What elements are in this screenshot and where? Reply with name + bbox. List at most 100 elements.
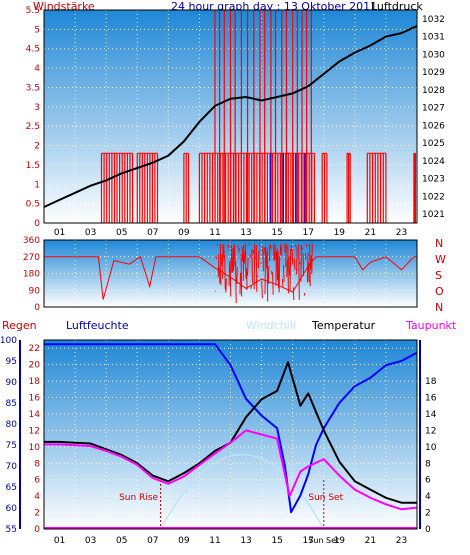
pressure-tick-label: 1032 (422, 15, 445, 25)
pressure-tick-label: 1026 (422, 121, 445, 131)
wind-tick-label: 2 (34, 142, 40, 152)
pressure-tick-label: 1022 (422, 192, 445, 202)
wind-tick-label: 0.5 (26, 200, 40, 210)
hour-tick-label: 01 (54, 228, 65, 238)
temperature-tick-label: 10 (29, 443, 41, 453)
direction-tick-label: 0 (34, 303, 40, 313)
wind-bar-group (100, 153, 134, 223)
panel-3-background (44, 340, 417, 529)
temperature-tick-label: 0 (34, 525, 40, 535)
pressure-tick-label: 1029 (422, 68, 445, 78)
hour-tick-label: 07 (147, 228, 158, 238)
temperature-tick-label: 2 (34, 509, 40, 519)
pressure-tick-label: 1031 (422, 33, 445, 43)
wind-tick-label: 0 (34, 219, 40, 229)
direction-scatter (214, 243, 313, 304)
humidity-tick-label: 55 (6, 525, 17, 535)
hour-tick-label: 15 (271, 536, 282, 546)
pressure-tick-label: 1027 (422, 104, 445, 114)
right-tick-label: 12 (425, 426, 436, 436)
hour-tick-label: 09 (178, 536, 190, 546)
humidity-tick-label: 100 (0, 336, 17, 346)
humidity-tick-label: 70 (6, 462, 18, 472)
hour-tick-label: 17 (302, 536, 313, 546)
hour-tick-label: 13 (240, 536, 251, 546)
temperature-tick-label: 22 (29, 344, 40, 354)
temperature-tick-label: 20 (29, 361, 41, 371)
compass-label: W (435, 253, 446, 266)
hour-tick-label: 11 (209, 228, 220, 238)
compass-label: S (435, 269, 442, 282)
temperature-tick-label: 6 (34, 476, 40, 486)
hour-tick-label: 23 (396, 536, 407, 546)
hour-tick-label: 15 (271, 228, 282, 238)
right-tick-label: 4 (425, 492, 431, 502)
humidity-tick-label: 90 (6, 378, 18, 388)
wind-tick-label: 4 (34, 64, 40, 74)
right-tick-label: 0 (425, 525, 431, 535)
right-tick-label: 10 (425, 443, 437, 453)
dewpoint-line (44, 429, 418, 511)
temperature-tick-label: 12 (29, 426, 40, 436)
wind-tick-label: 5.5 (26, 6, 40, 16)
regen-label: Regen (2, 319, 37, 332)
wind-tick-label: 3.5 (26, 83, 40, 93)
wind-tick-label: 4.5 (26, 45, 40, 55)
temperatur-label: Temperatur (312, 319, 376, 332)
temperature-tick-label: 18 (29, 377, 41, 387)
wind-tick-label: 2.5 (26, 122, 40, 132)
hour-tick-label: 03 (85, 228, 96, 238)
compass-label: N (435, 301, 443, 314)
compass-label: O (435, 285, 444, 298)
humidity-tick-label: 75 (6, 441, 17, 451)
wind-tick-label: 5 (34, 25, 40, 35)
temperature-tick-label: 14 (29, 410, 41, 420)
luftfeuchte-label: Luftfeuchte (66, 319, 129, 332)
direction-tick-label: 270 (23, 253, 40, 263)
pressure-tick-label: 1024 (422, 157, 445, 167)
humidity-tick-label: 95 (6, 357, 17, 367)
sun-arc (159, 454, 325, 530)
pressure-tick-label: 1028 (422, 86, 445, 96)
direction-tick-label: 90 (29, 286, 41, 296)
humidity-tick-label: 85 (6, 399, 17, 409)
right-tick-label: 6 (425, 476, 431, 486)
hour-tick-label: 21 (365, 228, 376, 238)
temperature-line (44, 361, 417, 504)
compass-label: N (435, 237, 443, 250)
humidity-tick-label: 65 (6, 483, 17, 493)
humidity-tick-label: 80 (6, 420, 18, 430)
hour-tick-label: 23 (396, 228, 407, 238)
wind-bar-group (321, 153, 328, 223)
temperature-tick-label: 4 (34, 492, 40, 502)
hour-tick-label: 11 (209, 536, 220, 546)
wind-tick-label: 1.5 (26, 161, 40, 171)
hour-tick-label: 03 (85, 536, 96, 546)
hour-tick-label: 01 (54, 536, 65, 546)
right-tick-label: 14 (425, 410, 437, 420)
wind-bar-group (366, 153, 387, 223)
direction-tick-label: 360 (23, 236, 40, 246)
panel-1-frame (43, 9, 418, 224)
hour-tick-label: 21 (365, 536, 376, 546)
pressure-line (43, 25, 418, 208)
panel-2-frame (43, 239, 418, 308)
wind-tick-label: 3 (34, 103, 40, 113)
hour-tick-label: 19 (334, 536, 346, 546)
hour-tick-label: 13 (240, 228, 251, 238)
direction-tick-label: 180 (23, 270, 40, 280)
wind-bar-group (413, 153, 416, 223)
taupunkt-label: Taupunkt (406, 319, 457, 332)
temperature-tick-label: 16 (29, 394, 41, 404)
sun-set-axis-label: Sun Set (308, 536, 339, 545)
pressure-tick-label: 1030 (422, 50, 445, 60)
wind-bar-group (183, 153, 190, 223)
humidity-tick-label: 60 (6, 504, 18, 514)
pressure-tick-label: 1023 (422, 175, 445, 185)
hour-tick-label: 19 (334, 228, 346, 238)
right-tick-label: 8 (425, 459, 431, 469)
pressure-tick-label: 1021 (422, 210, 445, 220)
right-tick-label: 16 (425, 394, 437, 404)
